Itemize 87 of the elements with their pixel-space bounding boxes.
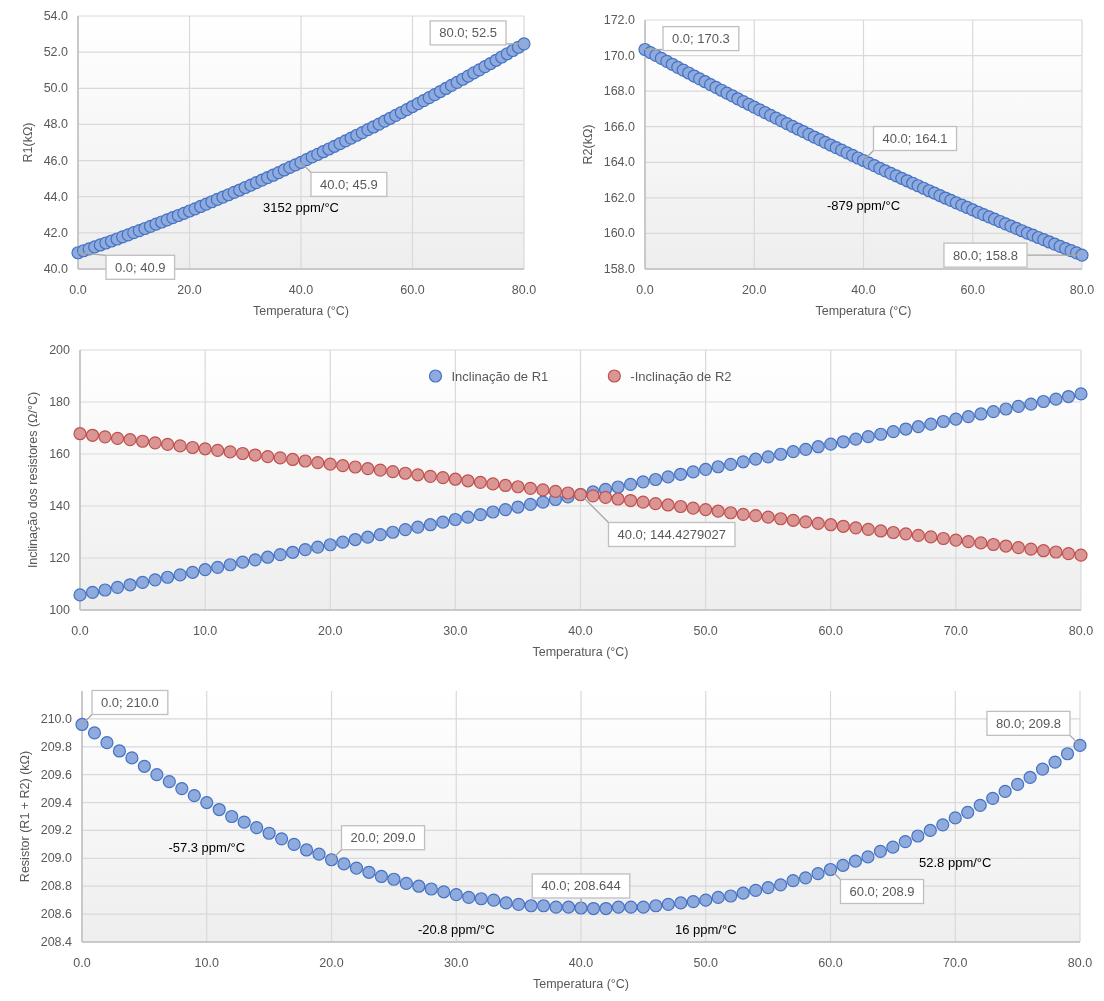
data-label: 20.0; 209.0	[350, 830, 416, 846]
y-tick-label: 50.0	[43, 81, 69, 96]
x-axis-title: Temperatura (°C)	[253, 304, 349, 318]
x-axis-title: Temperatura (°C)	[532, 645, 629, 659]
y-tick-label: 208.8	[40, 879, 73, 894]
legend-label: Inclinação de R1	[451, 368, 549, 384]
legend-label: -Inclinação de R2	[630, 368, 732, 384]
y-tick-label: 209.2	[40, 823, 73, 838]
y-tick-label: 200	[49, 343, 71, 357]
data-label: 40.0; 144.4279027	[617, 526, 726, 542]
annotation: 3152 ppm/°C	[262, 199, 340, 215]
x-tick-label: 20.0	[318, 624, 343, 638]
y-tick-label: 170.0	[603, 48, 636, 63]
annotation: -879 ppm/°C	[826, 198, 901, 214]
x-tick-label: 30.0	[443, 624, 468, 638]
y-tick-label: 210.0	[40, 711, 73, 726]
y-tick-label: 208.4	[40, 935, 73, 949]
x-tick-label: 80.0	[1067, 956, 1093, 970]
x-tick-label: 0.0	[71, 624, 89, 638]
data-label: 80.0; 158.8	[952, 247, 1018, 263]
y-tick-label: 158.0	[603, 262, 636, 276]
x-tick-label: 0.0	[69, 283, 87, 297]
y-tick-label: 164.0	[603, 155, 636, 170]
x-axis-title: Temperatura (°C)	[533, 977, 629, 991]
y-tick-label: 209.4	[40, 795, 73, 810]
y-tick-label: 40.0	[43, 262, 69, 276]
y-axis-title: R2(kΩ)	[580, 124, 595, 165]
x-tick-label: 50.0	[693, 624, 718, 638]
annotation: 52.8 ppm/°C	[919, 855, 992, 871]
x-tick-label: 40.0	[288, 283, 314, 297]
y-tick-label: 54.0	[43, 9, 69, 23]
x-tick-label: 70.0	[943, 956, 968, 970]
y-tick-label: 46.0	[43, 153, 69, 168]
x-tick-label: 0.0	[636, 283, 654, 297]
y-tick-label: 100	[49, 603, 71, 617]
y-tick-label: 48.0	[43, 117, 69, 132]
y-tick-label: 160	[49, 447, 71, 461]
y-tick-label: 180	[49, 395, 71, 409]
x-tick-label: 20.0	[319, 956, 344, 970]
data-label: 80.0; 52.5	[439, 25, 497, 41]
x-tick-label: 20.0	[177, 283, 202, 297]
y-tick-label: 52.0	[43, 45, 69, 60]
data-label: 40.0; 208.644	[541, 878, 621, 894]
x-tick-label: 80.0	[1068, 624, 1094, 638]
x-tick-label: 40.0	[568, 956, 594, 970]
data-label: 0.0; 210.0	[101, 694, 159, 710]
x-axis-title: Temperatura (°C)	[815, 304, 912, 318]
x-tick-label: 60.0	[400, 283, 425, 297]
data-label: 40.0; 164.1	[882, 131, 948, 147]
y-tick-label: 162.0	[603, 190, 636, 205]
data-label: 0.0; 40.9	[114, 259, 166, 275]
x-tick-label: 80.0	[1069, 283, 1095, 297]
data-label: 40.0; 45.9	[320, 176, 378, 192]
x-tick-label: 10.0	[194, 956, 219, 970]
y-tick-label: 42.0	[43, 225, 69, 240]
x-tick-label: 50.0	[693, 956, 718, 970]
y-axis-title: Resistor (R1 + R2) (kΩ)	[17, 750, 32, 883]
y-tick-label: 166.0	[603, 119, 636, 134]
x-tick-label: 40.0	[568, 624, 593, 638]
x-tick-label: 0.0	[73, 956, 91, 970]
x-tick-label: 10.0	[192, 624, 218, 638]
y-axis-title: Inclinação dos resistores (Ω/°C)	[26, 391, 41, 569]
x-tick-label: 70.0	[943, 624, 969, 638]
y-tick-label: 140	[49, 499, 71, 513]
x-tick-label: 60.0	[818, 956, 843, 970]
x-tick-label: 60.0	[960, 283, 985, 297]
y-tick-label: 44.0	[43, 189, 69, 204]
y-tick-label: 209.8	[40, 739, 73, 754]
annotation: 16 ppm/°C	[674, 921, 737, 937]
y-tick-label: 160.0	[603, 226, 636, 241]
data-label: 60.0; 208.9	[849, 883, 915, 899]
annotation: -57.3 ppm/°C	[168, 840, 246, 856]
y-tick-label: 120	[49, 551, 71, 565]
y-tick-label: 172.0	[603, 13, 636, 27]
x-tick-label: 40.0	[851, 283, 876, 297]
y-tick-label: 208.6	[40, 907, 73, 922]
data-label: 80.0; 209.8	[995, 715, 1061, 731]
x-tick-label: 60.0	[818, 624, 843, 638]
y-tick-label: 168.0	[603, 84, 636, 99]
x-tick-label: 20.0	[742, 283, 767, 297]
data-label: 0.0; 170.3	[672, 31, 730, 47]
x-tick-label: 80.0	[511, 283, 537, 297]
y-axis-title: R1(kΩ)	[20, 122, 35, 163]
annotation: -20.8 ppm/°C	[417, 921, 495, 937]
y-tick-label: 209.0	[40, 851, 73, 866]
x-tick-label: 30.0	[444, 956, 469, 970]
y-tick-label: 209.6	[40, 767, 73, 782]
